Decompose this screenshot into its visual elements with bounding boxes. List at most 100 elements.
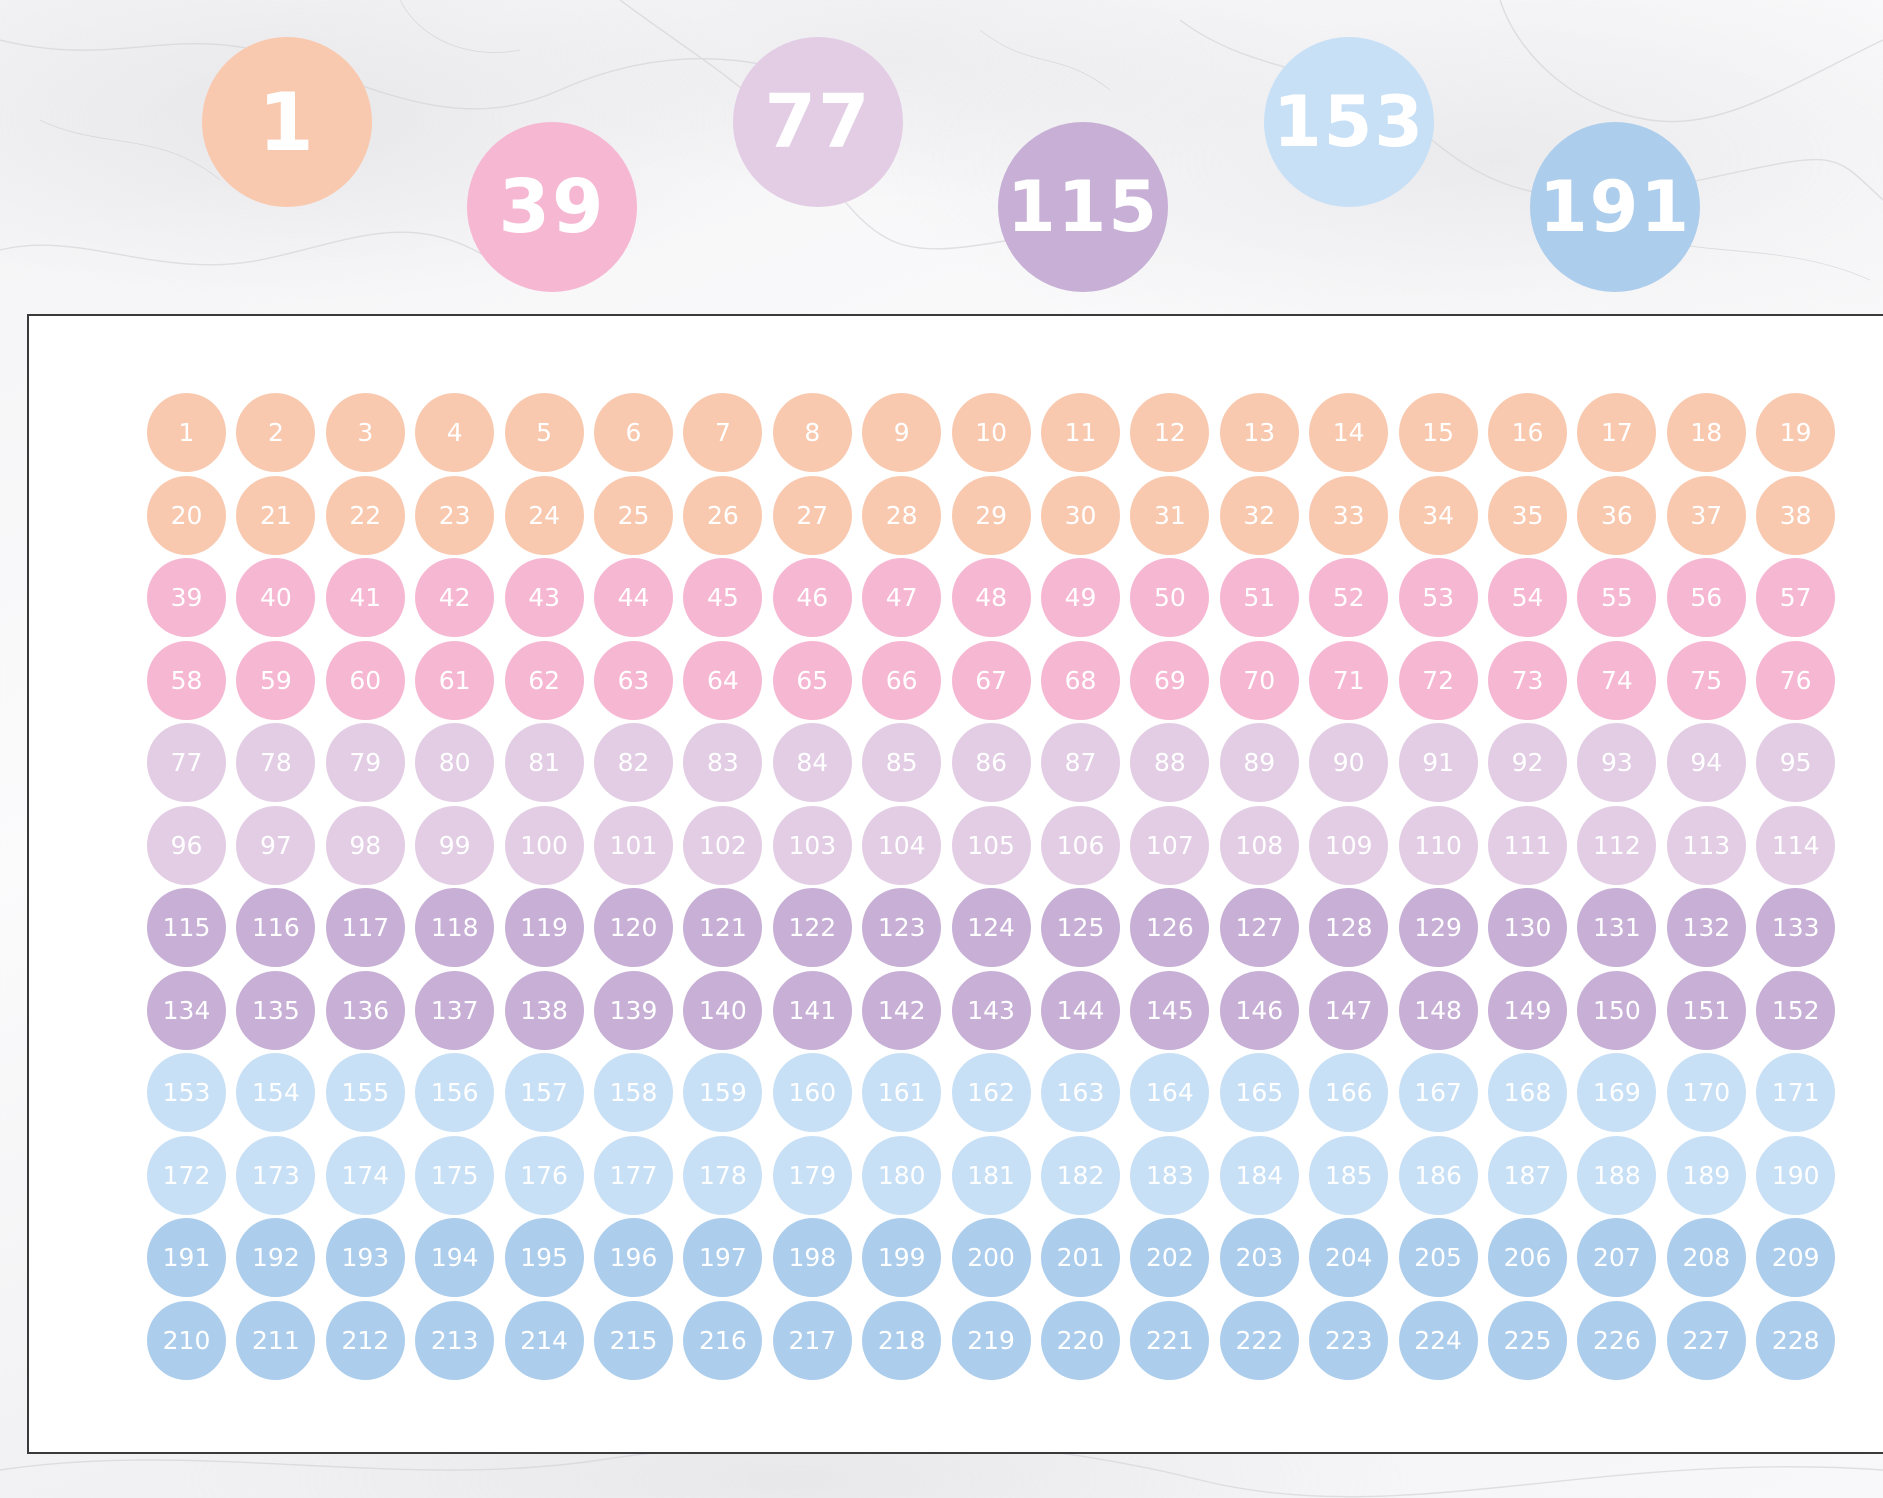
number-sticker: 205 (1398, 1218, 1478, 1297)
number-sticker: 152 (1756, 970, 1836, 1050)
number-sticker: 86 (951, 723, 1031, 802)
sticker-sheet: 1 2 3 4 5 6 7 8 9 10 11 12 13 14 15 16 17 18 19 20 21 22 23 24 2… (27, 314, 1883, 1454)
number-sticker: 133 (1756, 888, 1836, 967)
number-sticker: 218 (862, 1300, 942, 1380)
number-sticker: 55 (1577, 558, 1657, 637)
number-sticker: 138 (504, 970, 584, 1050)
number-sticker: 38 (1756, 475, 1836, 555)
number-sticker: 174 (325, 1135, 405, 1215)
number-sticker: 193 (325, 1218, 405, 1297)
number-sticker: 156 (415, 1053, 495, 1132)
number-sticker: 61 (415, 640, 495, 720)
number-sticker: 109 (1309, 805, 1389, 885)
number-sticker: 46 (772, 558, 852, 637)
number-sticker: 216 (683, 1300, 763, 1380)
number-sticker: 8 (772, 393, 852, 472)
number-sticker: 112 (1577, 805, 1657, 885)
number-sticker: 223 (1309, 1300, 1389, 1380)
number-sticker: 43 (504, 558, 584, 637)
number-sticker: 22 (325, 475, 405, 555)
number-sticker: 175 (415, 1135, 495, 1215)
number-sticker: 160 (772, 1053, 852, 1132)
number-sticker: 170 (1666, 1053, 1746, 1132)
number-sticker: 206 (1488, 1218, 1567, 1297)
number-sticker: 155 (325, 1053, 405, 1132)
number-sticker: 58 (147, 640, 226, 720)
number-sticker: 44 (594, 558, 673, 637)
number-sticker: 90 (1309, 723, 1389, 802)
number-sticker: 14 (1309, 393, 1389, 472)
number-sticker: 34 (1398, 475, 1478, 555)
number-sticker: 214 (504, 1300, 584, 1380)
number-sticker: 65 (772, 640, 852, 720)
number-sticker: 28 (862, 475, 942, 555)
number-sticker: 3 (325, 393, 405, 472)
number-sticker: 130 (1488, 888, 1567, 967)
number-sticker: 47 (862, 558, 942, 637)
number-sticker: 142 (862, 970, 942, 1050)
number-sticker: 199 (862, 1218, 942, 1297)
number-sticker: 60 (325, 640, 405, 720)
sticker-grid: 1 2 3 4 5 6 7 8 9 10 11 12 13 14 15 16 17 18 19 20 21 22 23 24 2… (29, 316, 1883, 1452)
number-sticker: 128 (1309, 888, 1389, 967)
number-sticker: 100 (504, 805, 584, 885)
number-sticker: 151 (1666, 970, 1746, 1050)
number-sticker: 25 (594, 475, 673, 555)
number-sticker: 40 (236, 558, 316, 637)
number-sticker: 56 (1666, 558, 1746, 637)
number-sticker: 163 (1041, 1053, 1120, 1132)
number-sticker: 79 (325, 723, 405, 802)
number-sticker: 7 (683, 393, 763, 472)
number-sticker: 180 (862, 1135, 942, 1215)
number-sticker: 29 (951, 475, 1031, 555)
number-sticker: 31 (1130, 475, 1210, 555)
number-sticker: 134 (147, 970, 226, 1050)
number-sticker: 227 (1666, 1300, 1746, 1380)
number-sticker: 99 (415, 805, 495, 885)
number-sticker: 144 (1041, 970, 1120, 1050)
number-sticker: 24 (504, 475, 584, 555)
number-sticker: 70 (1219, 640, 1299, 720)
number-sticker: 171 (1756, 1053, 1836, 1132)
number-sticker: 94 (1666, 723, 1746, 802)
number-sticker: 115 (147, 888, 226, 967)
number-sticker: 62 (504, 640, 584, 720)
number-sticker: 164 (1130, 1053, 1210, 1132)
number-sticker: 203 (1219, 1218, 1299, 1297)
number-sticker: 12 (1130, 393, 1210, 472)
number-sticker: 5 (504, 393, 584, 472)
featured-dot-1: 1 (202, 37, 372, 207)
number-sticker: 2 (236, 393, 316, 472)
number-sticker: 178 (683, 1135, 763, 1215)
number-sticker: 186 (1398, 1135, 1478, 1215)
number-sticker: 4 (415, 393, 495, 472)
number-sticker: 165 (1219, 1053, 1299, 1132)
number-sticker: 204 (1309, 1218, 1389, 1297)
number-sticker: 91 (1398, 723, 1478, 802)
number-sticker: 136 (325, 970, 405, 1050)
number-sticker: 17 (1577, 393, 1657, 472)
number-sticker: 219 (951, 1300, 1031, 1380)
number-sticker: 80 (415, 723, 495, 802)
number-sticker: 23 (415, 475, 495, 555)
number-sticker: 67 (951, 640, 1031, 720)
number-sticker: 117 (325, 888, 405, 967)
number-sticker: 95 (1756, 723, 1836, 802)
featured-dot-label: 39 (498, 164, 606, 250)
featured-dot-77: 77 (733, 37, 903, 207)
number-sticker: 154 (236, 1053, 316, 1132)
number-sticker: 110 (1398, 805, 1478, 885)
number-sticker: 15 (1398, 393, 1478, 472)
number-sticker: 208 (1666, 1218, 1746, 1297)
number-sticker: 45 (683, 558, 763, 637)
number-sticker: 81 (504, 723, 584, 802)
number-sticker: 183 (1130, 1135, 1210, 1215)
number-sticker: 88 (1130, 723, 1210, 802)
number-sticker: 195 (504, 1218, 584, 1297)
number-sticker: 119 (504, 888, 584, 967)
number-sticker: 84 (772, 723, 852, 802)
number-sticker: 148 (1398, 970, 1478, 1050)
number-sticker: 173 (236, 1135, 316, 1215)
number-sticker: 96 (147, 805, 226, 885)
number-sticker: 9 (862, 393, 942, 472)
